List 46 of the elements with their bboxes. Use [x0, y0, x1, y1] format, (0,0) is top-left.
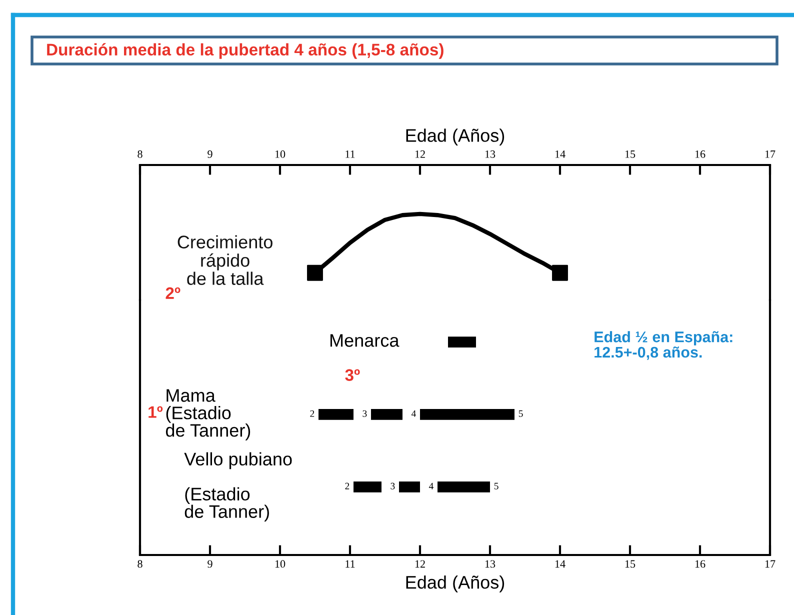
- annotation: 3: [362, 410, 367, 417]
- annotation: 5: [494, 482, 498, 490]
- x-tick-label: 13: [485, 560, 496, 568]
- x-axis-title: Edad (Años): [406, 575, 504, 592]
- annotation: 1º: [148, 406, 163, 418]
- annotation: Crecimiento rápido de la talla: [178, 235, 272, 285]
- bar: [448, 336, 476, 348]
- bar: [371, 409, 402, 420]
- bar: [354, 481, 382, 492]
- x-tick-label: 8: [138, 150, 142, 158]
- x-tick-label: 17: [765, 150, 776, 158]
- x-tick-label: 8: [138, 560, 142, 568]
- x-tick-label: 10: [275, 150, 286, 158]
- y-tick-label: Vello pubiano (Estadio de Tanner): [184, 452, 292, 522]
- x-tick-label: 14: [555, 560, 566, 568]
- annotation: 4: [428, 482, 434, 490]
- annotation: 2: [345, 482, 350, 490]
- annotation: 4: [411, 410, 416, 417]
- annotation: 3: [390, 482, 395, 490]
- x-tick-label: 17: [765, 560, 776, 568]
- x-tick-label: 11: [346, 560, 355, 568]
- x-tick-label: 14: [555, 150, 566, 158]
- x-axis-title: Edad (Años): [406, 128, 504, 146]
- x-tick-label: 16: [695, 560, 706, 568]
- x-tick-label: 9: [208, 560, 212, 568]
- x-tick-label: 9: [208, 150, 212, 158]
- annotation: 5: [518, 410, 523, 417]
- chart-title: Duración media de la pubertad 4 años (1,5-8 años): [47, 43, 444, 59]
- x-tick-label: 15: [625, 150, 636, 158]
- x-tick-label: 12: [415, 150, 425, 158]
- y-tick-label: Menarca: [330, 334, 400, 347]
- annotation: 2: [310, 410, 314, 417]
- bar: [318, 409, 354, 420]
- x-tick-label: 15: [625, 560, 636, 568]
- annotation: 3º: [345, 369, 360, 381]
- x-tick-label: 11: [346, 150, 355, 158]
- x-tick-label: 13: [485, 150, 496, 158]
- bar: [438, 481, 490, 492]
- annotation: Edad ½ en España: 12.5+-0,8 años.: [594, 331, 732, 360]
- bar: [420, 409, 514, 420]
- x-tick-label: 16: [695, 150, 706, 158]
- bar: [399, 481, 420, 492]
- x-tick-label: 12: [415, 560, 425, 568]
- y-tick-label: Mama (Estadio de Tanner): [166, 389, 250, 440]
- x-tick-label: 10: [275, 560, 286, 568]
- text: 2º: [166, 287, 180, 299]
